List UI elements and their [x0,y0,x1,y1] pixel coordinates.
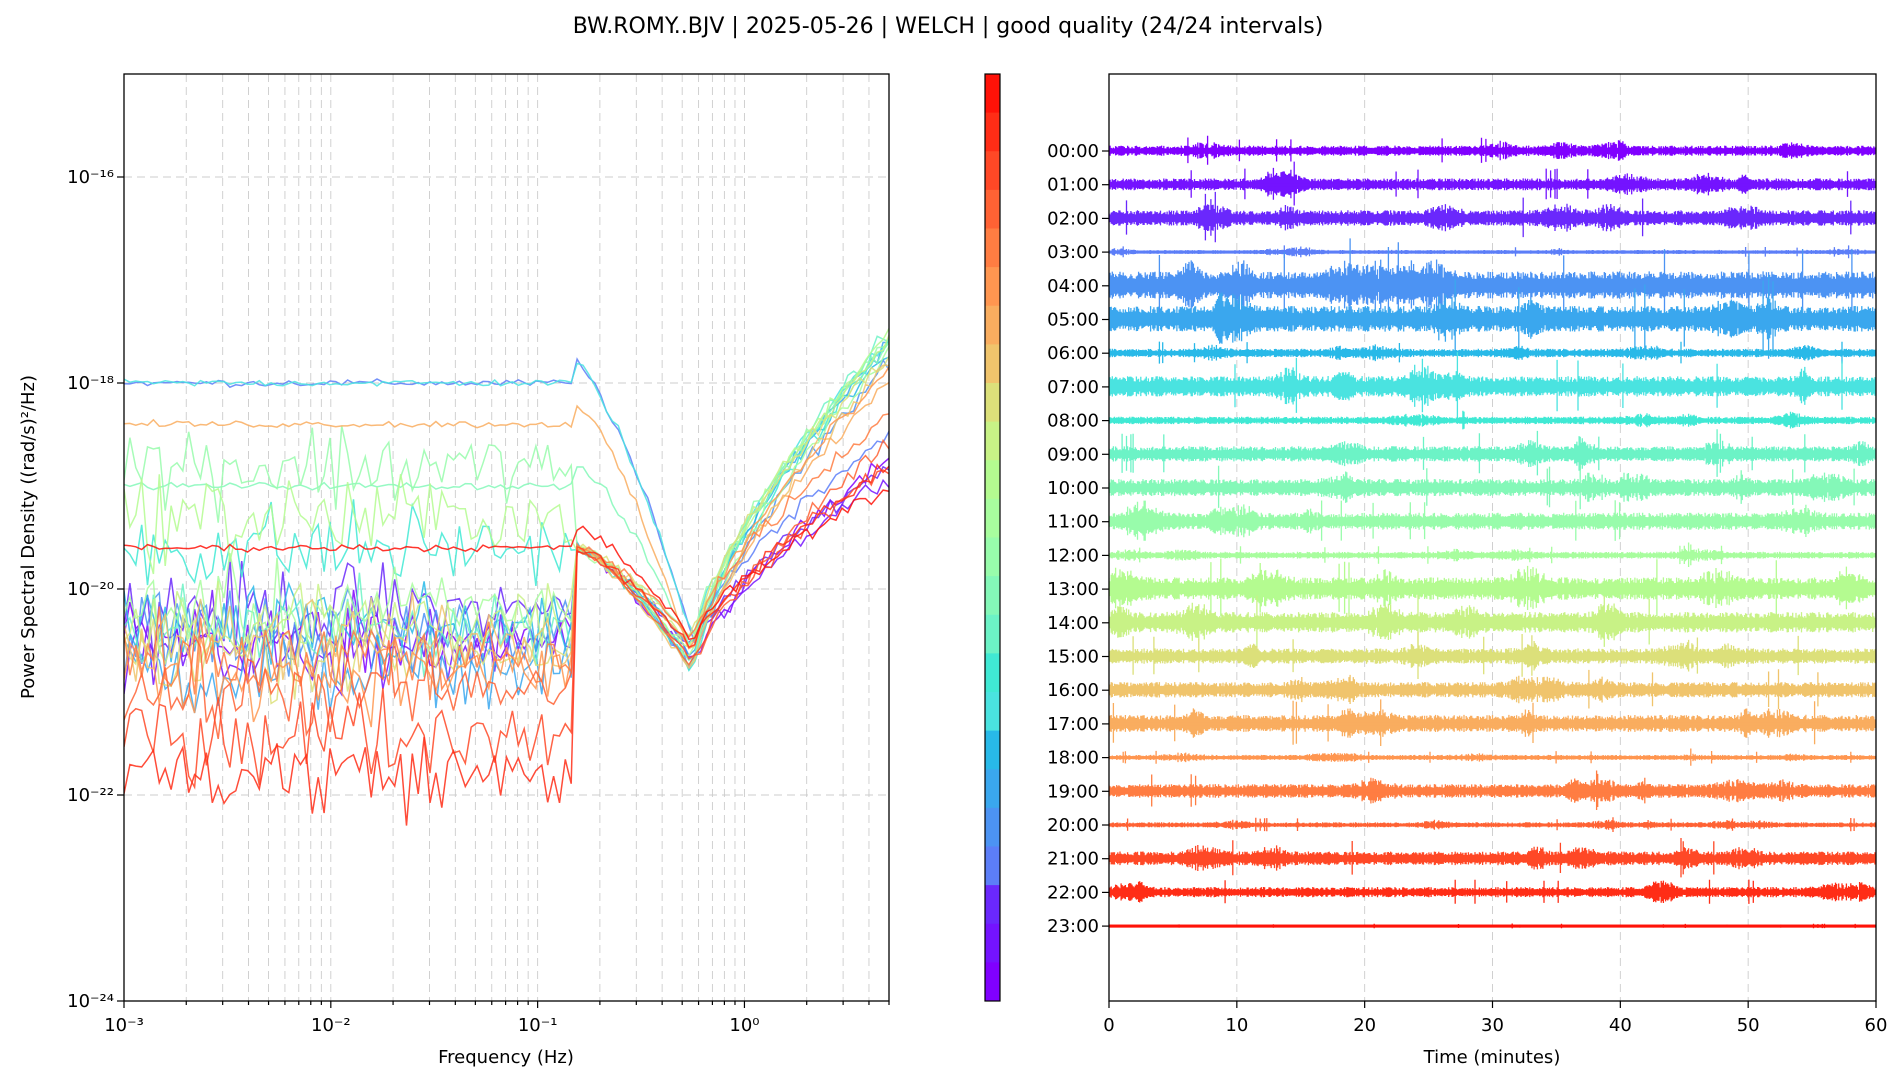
psd-series-line-17 [124,382,889,650]
timeseries-hour-label: 12:00 [1047,545,1099,566]
psd-axes-frame [123,73,890,1002]
colorbar-segment [985,305,1000,345]
timeseries-x-tick-label: 40 [1609,1015,1632,1036]
psd-x-tick-label: 10⁰ [729,1015,759,1036]
psd-series-line-23 [124,489,889,641]
colorbar-frame [984,73,1001,1002]
timeseries-hour-label: 16:00 [1047,680,1099,701]
psd-series-group [124,328,889,826]
timeseries-hour-label: 11:00 [1047,512,1099,533]
timeseries-hour-label: 09:00 [1047,444,1099,465]
colorbar-segment [985,576,1000,616]
psd-y-axis-label: Power Spectral Density ((rad/s)²/Hz) [18,375,39,699]
timeseries-hour-label: 13:00 [1047,579,1099,600]
psd-y-tick-label: 10⁻²² [67,785,114,806]
timeseries-hour-labels: 00:00 01:00 02:00 03:00 04:00 05:00 06:00 07:00… [1047,141,1099,937]
timeseries-hour-label: 00:00 [1047,141,1099,162]
colorbar-segment [985,730,1000,770]
colorbar-segment [985,267,1000,307]
colorbar-segment [985,421,1000,461]
psd-series-line-03 [124,357,889,646]
timeseries-panel: 0 10 20 30 40 50 60 00:0001:0002:0003:0004:000… [1047,73,1888,1068]
psd-series-line-15 [124,355,889,705]
timeseries-hour-label: 02:00 [1047,208,1099,229]
timeseries-hour-label: 03:00 [1047,242,1099,263]
timeseries-hour-label: 01:00 [1047,175,1099,196]
timeseries-x-tick-label: 0 [1103,1015,1114,1036]
timeseries-hour-label: 20:00 [1047,815,1099,836]
timeseries-x-tick-label: 30 [1481,1015,1504,1036]
timeseries-ticks: 0 10 20 30 40 50 60 [1102,150,1888,1036]
psd-panel: 10⁻³ 10⁻² 10⁻¹ 10⁰ 10⁻²⁴ 10⁻²² 10⁻²⁰ 10⁻¹⁸ 10⁻¹⁶… [18,73,890,1068]
psd-series-line-11 [124,341,889,637]
timeseries-x-tick-label: 20 [1353,1015,1376,1036]
timeseries-hour-label: 10:00 [1047,478,1099,499]
timeseries-hour-label: 07:00 [1047,377,1099,398]
colorbar-segment [985,537,1000,577]
colorbar-segment [985,962,1000,1002]
colorbar-segment [985,228,1000,268]
timeseries-x-tick-label: 50 [1737,1015,1760,1036]
psd-y-tick-label: 10⁻¹⁸ [67,373,114,394]
colorbar-segment [985,189,1000,229]
timeseries-traces-group [1109,135,1876,929]
timeseries-hour-label: 21:00 [1047,849,1099,870]
timeseries-hour-label: 22:00 [1047,882,1099,903]
psd-y-tick-label: 10⁻²⁴ [67,991,114,1012]
psd-series-line-02 [124,465,889,661]
psd-x-tick-label: 10⁻² [311,1015,351,1036]
colorbar-segment [985,498,1000,538]
colorbar-segment [985,112,1000,152]
psd-y-tick-label: 10⁻²⁰ [67,579,114,600]
colorbar-segment [985,692,1000,732]
colorbar-segment [985,769,1000,809]
psd-series-line-16 [124,364,889,682]
psd-x-axis-label: Frequency (Hz) [438,1047,574,1068]
psd-grid [123,74,890,1002]
psd-y-tick-label: 10⁻¹⁶ [67,167,114,188]
colorbar-segment [985,653,1000,693]
colorbar-segment [985,344,1000,384]
colorbar-segment [985,74,1000,114]
timeseries-hour-label: 23:00 [1047,916,1099,937]
timeseries-x-axis-label: Time (minutes) [1423,1047,1561,1068]
psd-series-line-22 [124,463,889,826]
psd-x-tick-label: 10⁻³ [104,1015,144,1036]
timeseries-hour-label: 14:00 [1047,613,1099,634]
timeseries-hour-label: 08:00 [1047,411,1099,432]
timeseries-x-tick-label: 10 [1225,1015,1248,1036]
psd-series-line-19 [124,413,889,701]
psd-x-tick-label: 10⁻¹ [518,1015,558,1036]
timeseries-hour-label: 17:00 [1047,714,1099,735]
psd-ticks: 10⁻³ 10⁻² 10⁻¹ 10⁰ 10⁻²⁴ 10⁻²² 10⁻²⁰ 10⁻¹⁸ 10⁻¹⁶ [67,167,890,1036]
timeseries-hour-label: 05:00 [1047,310,1099,331]
colorbar-segment [985,383,1000,423]
colorbar-segment [985,846,1000,886]
psd-series-line-18 [124,366,889,728]
timeseries-hour-label: 04:00 [1047,276,1099,297]
timeseries-hour-label: 18:00 [1047,748,1099,769]
colorbar-segment [985,807,1000,847]
psd-series-line-14 [124,334,889,666]
timeseries-hour-label: 15:00 [1047,647,1099,668]
colorbar [984,73,1001,1002]
colorbar-segment [985,923,1000,963]
timeseries-hour-label: 06:00 [1047,343,1099,364]
psd-series-line-08 [124,337,889,672]
colorbar-segment [985,151,1000,191]
colorbar-segment [985,614,1000,654]
timeseries-hour-label: 19:00 [1047,781,1099,802]
timeseries-x-tick-label: 60 [1865,1015,1888,1036]
figure-title: BW.ROMY..BJV | 2025-05-26 | WELCH | good… [573,14,1324,39]
colorbar-segment [985,460,1000,500]
colorbar-segment [985,885,1000,925]
